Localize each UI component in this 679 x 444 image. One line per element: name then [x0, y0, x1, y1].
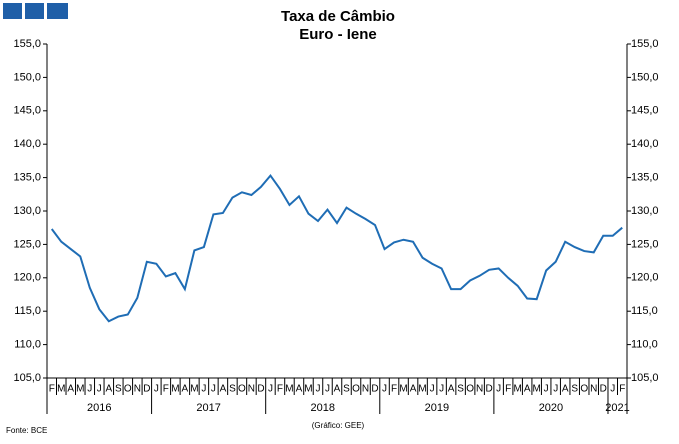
x-tick-label: F [163, 384, 169, 395]
x-tick-label: O [352, 384, 360, 395]
x-tick-label: D [371, 384, 378, 395]
y-tick-label: 130,0 [13, 205, 41, 217]
x-tick-label: J [430, 384, 435, 395]
y2-tick-label: 150,0 [631, 71, 659, 83]
x-tick-label: F [619, 384, 625, 395]
x-tick-label: O [466, 384, 474, 395]
year-label: 2021 [605, 402, 629, 414]
x-tick-label: J [154, 384, 159, 395]
x-tick-label: J [87, 384, 92, 395]
x-tick-label: A [182, 384, 189, 395]
x-tick-label: N [134, 384, 141, 395]
y-tick-label: 135,0 [13, 172, 41, 184]
y2-tick-label: 130,0 [631, 205, 659, 217]
y-tick-label: 150,0 [13, 71, 41, 83]
x-tick-label: J [544, 384, 549, 395]
x-tick-label: A [220, 384, 227, 395]
x-tick-label: J [610, 384, 615, 395]
x-tick-label: M [285, 384, 293, 395]
credit: (Gráfico: GEE) [312, 421, 365, 430]
x-tick-label: M [57, 384, 65, 395]
x-tick-label: J [325, 384, 330, 395]
x-tick-label: N [476, 384, 483, 395]
x-tick-label: S [571, 384, 578, 395]
y2-tick-label: 125,0 [631, 238, 659, 250]
y2-tick-label: 140,0 [631, 138, 659, 150]
x-tick-label: M [304, 384, 312, 395]
x-tick-label: S [229, 384, 236, 395]
x-tick-label: N [248, 384, 255, 395]
x-tick-label: M [190, 384, 198, 395]
chart-subtitle: Euro - Iene [299, 26, 377, 43]
x-tick-label: N [362, 384, 369, 395]
x-tick-label: S [457, 384, 464, 395]
chart-title: Taxa de Câmbio [281, 8, 395, 25]
logo-square [47, 3, 68, 19]
x-tick-label: J [201, 384, 206, 395]
x-tick-label: J [439, 384, 444, 395]
x-tick-label: M [418, 384, 426, 395]
source: Fonte: BCE [6, 426, 47, 435]
y-tick-label: 125,0 [13, 238, 41, 250]
x-tick-label: A [410, 384, 417, 395]
year-label: 2018 [310, 402, 334, 414]
x-tick-label: O [124, 384, 132, 395]
x-tick-label: J [553, 384, 558, 395]
y-tick-label: 110,0 [14, 339, 41, 351]
x-tick-label: D [486, 384, 493, 395]
y-tick-label: 105,0 [13, 372, 41, 384]
x-tick-label: J [97, 384, 102, 395]
y-tick-label: 140,0 [13, 138, 41, 150]
x-tick-label: F [505, 384, 511, 395]
x-tick-label: F [49, 384, 55, 395]
x-tick-label: A [67, 384, 74, 395]
x-tick-label: J [382, 384, 387, 395]
x-tick-label: J [268, 384, 273, 395]
x-tick-label: D [257, 384, 264, 395]
x-tick-label: F [391, 384, 397, 395]
x-tick-label: A [524, 384, 531, 395]
x-tick-label: N [590, 384, 597, 395]
data-line [50, 173, 623, 323]
x-tick-label: A [562, 384, 569, 395]
year-label: 2020 [539, 402, 563, 414]
x-tick-label: A [105, 384, 112, 395]
y2-tick-label: 110,0 [631, 339, 658, 351]
y-tick-label: 115,0 [14, 305, 41, 317]
x-tick-label: S [343, 384, 350, 395]
y-tick-label: 120,0 [13, 272, 41, 284]
y2-tick-label: 105,0 [631, 372, 659, 384]
x-tick-label: J [496, 384, 501, 395]
x-tick-label: M [533, 384, 541, 395]
x-tick-label: D [600, 384, 607, 395]
x-tick-label: O [580, 384, 588, 395]
logo-square [3, 3, 22, 19]
x-tick-label: A [334, 384, 341, 395]
x-tick-label: M [171, 384, 179, 395]
y2-tick-label: 115,0 [631, 305, 658, 317]
y2-tick-label: 120,0 [631, 272, 659, 284]
x-tick-label: M [513, 384, 521, 395]
x-tick-label: M [399, 384, 407, 395]
x-tick-label: A [296, 384, 303, 395]
x-tick-label: D [143, 384, 150, 395]
y-tick-label: 145,0 [13, 105, 41, 117]
year-label: 2017 [196, 402, 220, 414]
y2-tick-label: 155,0 [631, 38, 659, 50]
x-tick-label: J [211, 384, 216, 395]
x-tick-label: M [76, 384, 84, 395]
year-label: 2019 [425, 402, 449, 414]
y2-tick-label: 135,0 [631, 172, 659, 184]
x-tick-label: S [115, 384, 122, 395]
y-tick-label: 155,0 [13, 38, 41, 50]
x-tick-label: F [277, 384, 283, 395]
x-tick-label: O [238, 384, 246, 395]
x-tick-label: A [448, 384, 455, 395]
y2-tick-label: 145,0 [631, 105, 659, 117]
x-tick-label: J [315, 384, 320, 395]
year-label: 2016 [87, 402, 111, 414]
logo-square [25, 3, 44, 19]
